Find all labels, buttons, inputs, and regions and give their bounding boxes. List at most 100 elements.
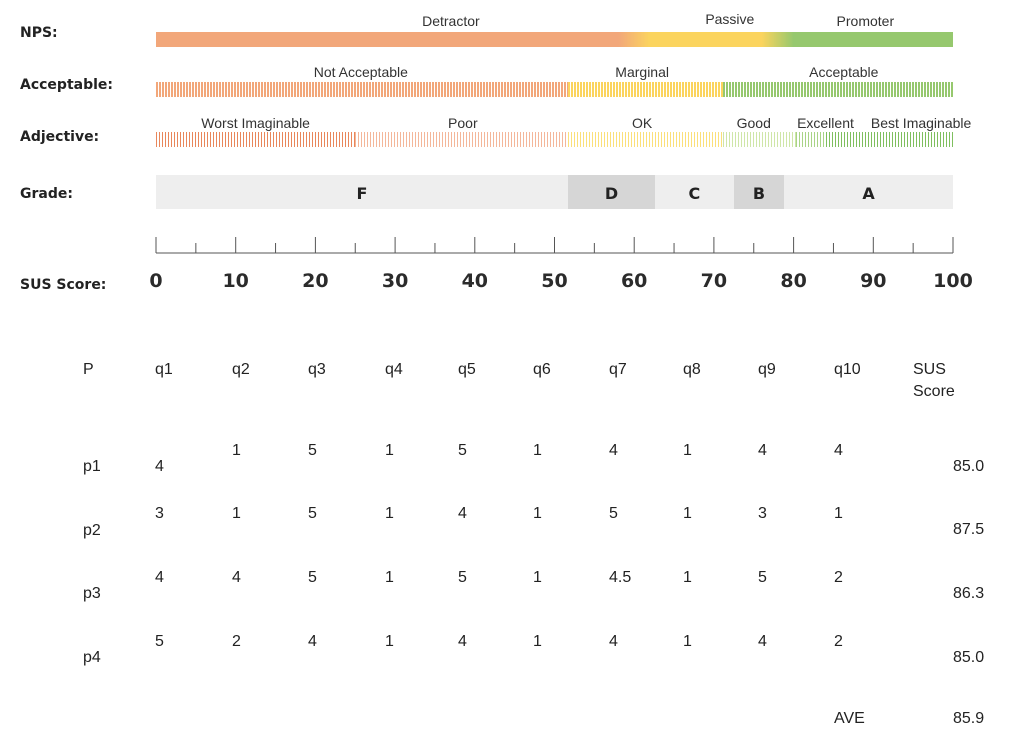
sus-tick-label: 100: [933, 270, 973, 292]
nps-bar: [156, 32, 953, 47]
table-header: q9: [758, 361, 776, 378]
sus-tick-label: 80: [780, 270, 807, 292]
response-cell: 1: [683, 442, 692, 459]
sus-tick-label: 30: [381, 270, 409, 292]
response-cell: 5: [458, 442, 467, 459]
nps-band-label: Detractor: [422, 13, 480, 29]
response-cell: 4: [758, 442, 767, 459]
adjective-band: [568, 132, 723, 147]
response-cell: 4: [458, 505, 467, 522]
response-cell: 2: [232, 633, 241, 650]
grade-segment: [733, 175, 785, 209]
acceptable-band: [722, 82, 953, 97]
sus-score-cell: 85.0: [953, 458, 985, 475]
table-header: P: [83, 361, 94, 378]
grade-letter: F: [356, 184, 368, 203]
response-cell: 4: [155, 458, 164, 475]
acceptable-band-label: Not Acceptable: [313, 64, 408, 80]
acceptable-band-label: Acceptable: [809, 64, 879, 80]
grade-segment: [568, 175, 655, 209]
participant-label: p1: [83, 458, 101, 475]
table-header: q1: [155, 361, 173, 378]
adjective-band-label: Worst Imaginable: [201, 115, 310, 131]
response-cell: 3: [155, 505, 164, 522]
adjective-band-label: Good: [736, 115, 771, 131]
grade-row-label: Grade:: [20, 186, 73, 202]
response-cell: 4: [758, 633, 767, 650]
participant-label: p3: [83, 585, 101, 602]
table-header: q10: [834, 361, 861, 378]
response-cell: 1: [683, 505, 692, 522]
response-cell: 1: [533, 505, 542, 522]
participant-label: p4: [83, 649, 101, 666]
adjective-band-label: Best Imaginable: [870, 115, 972, 131]
response-cell: 5: [308, 442, 317, 459]
response-cell: 3: [758, 505, 767, 522]
acceptable-band: [156, 82, 569, 97]
response-cell: 4: [834, 442, 843, 459]
nps-band-label: Passive: [705, 11, 755, 27]
adjective-row-label: Adjective:: [20, 129, 100, 145]
sus-score-row-label: SUS Score:: [20, 277, 107, 293]
adjective-band: [722, 132, 796, 147]
grade-letter: B: [752, 184, 766, 203]
adjective-band-label: Excellent: [797, 115, 854, 131]
grade-letter: D: [604, 184, 619, 203]
average-value: 85.9: [953, 710, 985, 727]
response-cell: 1: [385, 569, 394, 586]
nps-band-label: Promoter: [836, 13, 895, 29]
sus-tick-label: 10: [222, 270, 249, 292]
response-cell: 4: [609, 633, 618, 650]
sus-tick-label: 70: [700, 270, 728, 292]
adjective-band-label: OK: [632, 115, 653, 131]
grade-letter: A: [862, 184, 875, 203]
response-cell: 5: [458, 569, 467, 586]
response-cell: 1: [232, 505, 241, 522]
nps-row-label: NPS:: [20, 25, 58, 41]
acceptable-band: [568, 82, 723, 97]
adjective-band: [156, 132, 356, 147]
sus-tick-label: 40: [461, 270, 489, 292]
response-cell: 4.5: [609, 569, 632, 586]
response-cell: 5: [308, 569, 317, 586]
sus-axis: [155, 237, 954, 254]
acceptable-band-label: Marginal: [615, 64, 670, 80]
response-cell: 1: [533, 633, 542, 650]
adjective-band: [826, 132, 953, 147]
response-cell: 5: [609, 505, 618, 522]
adjective-band: [355, 132, 569, 147]
sus-tick-label: 90: [860, 270, 887, 292]
grade-letter: C: [688, 184, 701, 203]
response-cell: 1: [834, 505, 843, 522]
adjective-band-label: Poor: [448, 115, 478, 131]
table-header: q3: [308, 361, 326, 378]
response-cell: 4: [308, 633, 317, 650]
table-header: q5: [458, 361, 476, 378]
response-cell: 1: [683, 633, 692, 650]
participant-label: p2: [83, 522, 101, 539]
response-cell: 2: [834, 569, 843, 586]
response-cell: 4: [458, 633, 467, 650]
response-cell: 1: [533, 569, 542, 586]
table-header: q7: [609, 361, 627, 378]
response-cell: 1: [683, 569, 692, 586]
adjective-band: [795, 132, 827, 147]
grade-bar-background: [156, 175, 953, 209]
response-cell: 2: [834, 633, 843, 650]
response-cell: 1: [385, 633, 394, 650]
sus-score-cell: 86.3: [953, 585, 985, 602]
sus-tick-label: 60: [620, 270, 648, 292]
sus-tick-label: 20: [302, 270, 329, 292]
response-cell: 4: [609, 442, 618, 459]
sus-tick-label: 0: [149, 270, 163, 292]
table-header: q2: [232, 361, 250, 378]
response-cell: 1: [533, 442, 542, 459]
sus-score-cell: 87.5: [953, 521, 985, 538]
acceptable-row-label: Acceptable:: [20, 77, 114, 93]
response-cell: 1: [385, 442, 394, 459]
response-cell: 4: [232, 569, 241, 586]
table-header: q4: [385, 361, 403, 378]
average-label: AVE: [834, 710, 865, 727]
response-cell: 5: [155, 633, 164, 650]
response-cell: 1: [232, 442, 241, 459]
